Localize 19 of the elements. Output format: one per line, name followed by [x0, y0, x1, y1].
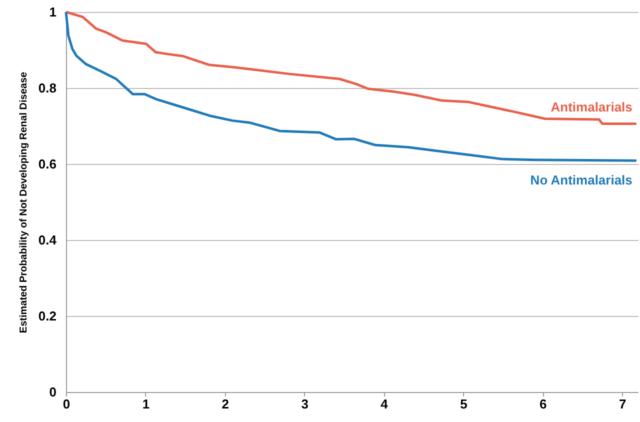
- x-tick-label: 5: [460, 396, 468, 412]
- x-tick-label: 6: [540, 396, 547, 412]
- series-label: Antimalarials: [550, 100, 632, 115]
- line-series: [64, 10, 638, 162]
- y-tick-label: 0.4: [38, 232, 58, 248]
- y-tick-label: 1: [49, 4, 56, 20]
- y-tick-label: 0: [49, 384, 56, 400]
- y-tick-label: 0.8: [38, 80, 56, 96]
- y-axis-title: Estimated Probability of Not Developing Renal Disease: [18, 71, 30, 334]
- x-tick-label: 1: [142, 396, 150, 412]
- x-tick-label: 4: [380, 396, 389, 412]
- y-tick-label: 0.6: [38, 156, 56, 172]
- x-tick-label: 0: [62, 396, 70, 412]
- x-tick-label: 3: [301, 396, 308, 412]
- y-tick-label: 0.2: [38, 308, 56, 324]
- x-tick-label: 7: [618, 396, 626, 412]
- line-series: [64, 10, 638, 125]
- x-tick-label: 2: [222, 396, 230, 412]
- series-label: No Antimalarials: [530, 172, 632, 188]
